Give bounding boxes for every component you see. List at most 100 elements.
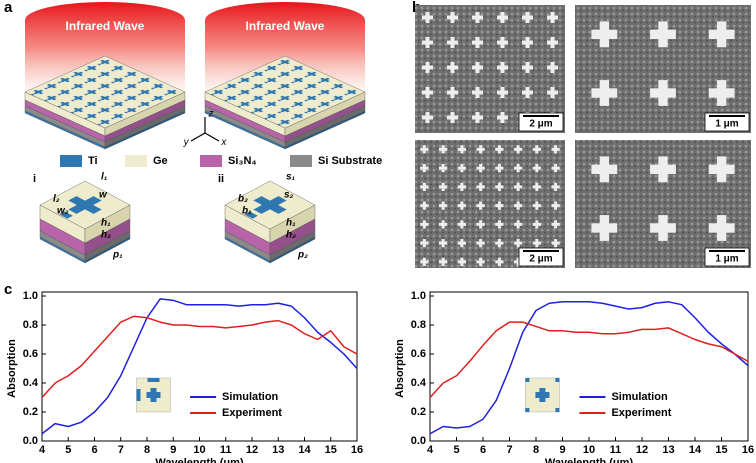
- sem-feature: [525, 87, 530, 98]
- bar: [237, 81, 242, 84]
- sem-feature: [422, 201, 426, 210]
- cross: [280, 71, 290, 77]
- bar: [150, 99, 155, 102]
- cross: [280, 107, 290, 113]
- y-tick-label: 0.2: [23, 406, 38, 418]
- top-pattern: [59, 196, 102, 219]
- sem-feature: [500, 62, 505, 73]
- cross: [153, 83, 164, 89]
- sem-feature: [460, 145, 464, 154]
- sem-feature: [460, 257, 464, 266]
- bar: [84, 117, 89, 120]
- bar: [57, 105, 62, 108]
- bar: [164, 93, 169, 96]
- cross: [73, 107, 84, 113]
- bar: [70, 87, 75, 90]
- x-tick-label: 9: [170, 444, 176, 456]
- cross: [140, 101, 150, 107]
- sem-feature: [599, 156, 610, 183]
- bar: [124, 87, 129, 90]
- wave-label: Infrared Wave: [246, 19, 325, 33]
- sem-feature: [450, 87, 455, 98]
- x-tick-label: 9: [559, 444, 565, 456]
- sem-feature: [554, 145, 558, 154]
- y-axis-label: Absorption: [394, 339, 406, 398]
- sem-feature: [425, 62, 430, 73]
- sem-feature: [535, 220, 539, 229]
- sem-feature: [460, 182, 464, 191]
- x-tick-label: 4: [427, 444, 434, 456]
- sem-feature: [535, 201, 539, 210]
- cross: [100, 119, 110, 125]
- sem-feature: [475, 112, 480, 123]
- plot-frame: [41, 291, 358, 442]
- cross: [60, 77, 70, 83]
- cross: [253, 95, 264, 101]
- x-tick-label: 8: [533, 444, 539, 456]
- scale-box: [704, 247, 750, 267]
- sem-feature: [599, 215, 610, 241]
- cross: [100, 95, 110, 101]
- cross: [293, 77, 304, 83]
- x-tick-label: 4: [39, 444, 46, 456]
- sem-feature: [422, 239, 426, 248]
- sem-feature: [554, 164, 558, 173]
- sem-feature: [535, 239, 539, 248]
- bar: [330, 87, 335, 90]
- sem-feature: [497, 164, 501, 173]
- bar: [110, 117, 115, 120]
- cross: [320, 101, 330, 107]
- bar: [210, 93, 215, 96]
- slab: [24, 55, 186, 150]
- inset-bar: [136, 389, 141, 401]
- bar: [124, 111, 129, 114]
- cross: [100, 59, 110, 65]
- sem-feature: [425, 37, 430, 48]
- bar: [244, 211, 258, 219]
- sem-feature: [716, 156, 727, 183]
- legend-swatch: [125, 155, 147, 167]
- axis-arrow: [190, 132, 206, 142]
- cross: [333, 83, 344, 89]
- sem-image: [415, 5, 565, 133]
- sem-feature: [422, 164, 426, 173]
- sem-feature: [599, 80, 610, 106]
- cross: [253, 71, 264, 77]
- sem-feature: [479, 257, 483, 266]
- legend-swatch: [290, 155, 312, 167]
- cross: [253, 196, 287, 214]
- inset-corner: [555, 408, 560, 412]
- sem-feature: [460, 239, 464, 248]
- cross: [100, 107, 110, 113]
- sem-feature: [479, 239, 483, 248]
- y-tick-label: 0.4: [411, 377, 427, 389]
- sem-feature: [516, 201, 520, 210]
- legend-label: Ti: [88, 155, 98, 167]
- sem-feature: [497, 201, 501, 210]
- legend-label: Simulation: [222, 391, 279, 403]
- dimension-label: l₁: [101, 172, 108, 183]
- y-tick-label: 1.0: [411, 290, 426, 302]
- cross: [240, 101, 250, 107]
- bar: [290, 93, 295, 96]
- bar: [277, 75, 282, 78]
- legend-label: Ge: [153, 155, 168, 167]
- sem-feature: [475, 37, 480, 48]
- cross: [266, 113, 277, 119]
- bar: [97, 75, 102, 78]
- sem-feature: [497, 220, 501, 229]
- sem-feature: [658, 80, 668, 106]
- sem-feature: [550, 62, 555, 73]
- series-line: [429, 301, 749, 435]
- sem-feature: [479, 220, 483, 229]
- dimension-label: h₂: [101, 230, 111, 241]
- sem-feature: [658, 156, 668, 183]
- axis-name: z: [208, 108, 214, 119]
- sem-feature: [479, 145, 483, 154]
- bar: [290, 81, 295, 84]
- scale-label: 2 μm: [529, 254, 552, 265]
- bar: [97, 123, 102, 126]
- cross: [280, 59, 290, 65]
- cross: [73, 95, 84, 101]
- cross: [333, 95, 344, 101]
